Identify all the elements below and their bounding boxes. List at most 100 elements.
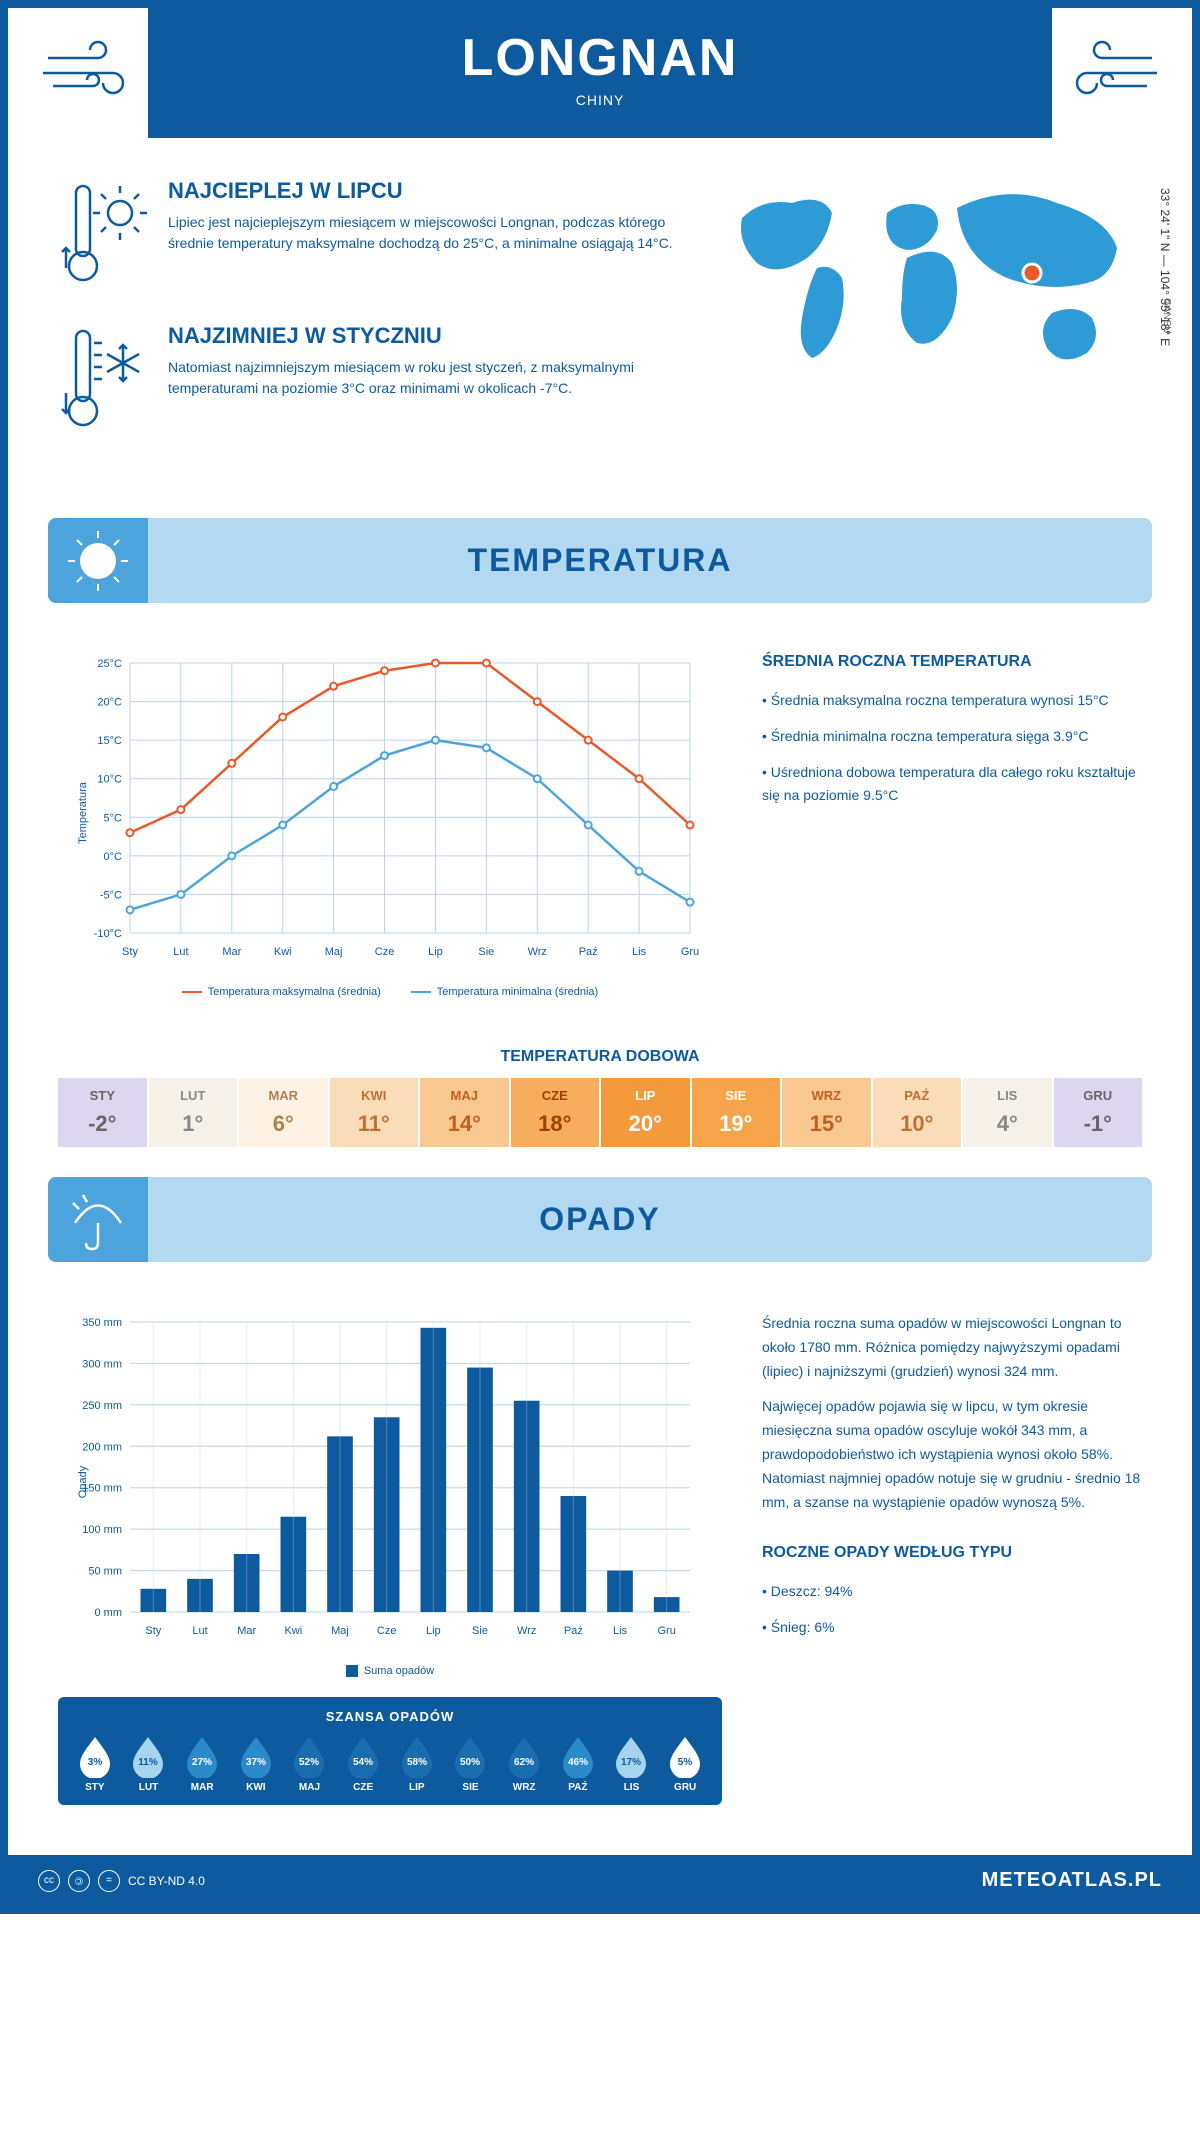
svg-text:250 mm: 250 mm bbox=[82, 1400, 122, 1412]
daily-cell: LUT1° bbox=[149, 1078, 238, 1147]
temperature-chart: -10°C-5°C0°C5°C10°C15°C20°C25°CStyLutMar… bbox=[58, 653, 722, 998]
svg-text:Wrz: Wrz bbox=[517, 1625, 536, 1637]
infographic-frame: LONGNAN CHINY bbox=[0, 0, 1200, 1914]
hot-title: NAJCIEPLEJ W LIPCU bbox=[168, 178, 682, 204]
svg-text:62%: 62% bbox=[514, 1757, 534, 1768]
precip-text-panel: Średnia roczna suma opadów w miejscowośc… bbox=[762, 1312, 1142, 1825]
chance-cell: 52%MAJ bbox=[285, 1734, 335, 1793]
svg-text:Mar: Mar bbox=[222, 946, 241, 958]
precip-legend: Suma opadów bbox=[364, 1665, 434, 1677]
svg-text:11%: 11% bbox=[139, 1757, 159, 1768]
daily-temp-title: TEMPERATURA DOBOWA bbox=[8, 1048, 1192, 1066]
temperature-header: TEMPERATURA bbox=[48, 518, 1152, 603]
daily-cell: LIS4° bbox=[963, 1078, 1052, 1147]
city-name: LONGNAN bbox=[148, 28, 1052, 88]
precipitation-chart: 0 mm50 mm100 mm150 mm200 mm250 mm300 mm3… bbox=[58, 1312, 722, 1652]
chance-box: SZANSA OPADÓW 3%STY11%LUT27%MAR37%KWI52%… bbox=[58, 1697, 722, 1805]
hot-text: Lipiec jest najcieplejszym miesiącem w m… bbox=[168, 212, 682, 254]
daily-cell: WRZ15° bbox=[782, 1078, 871, 1147]
precip-p1: Średnia roczna suma opadów w miejscowośc… bbox=[762, 1312, 1142, 1383]
svg-text:Temperatura: Temperatura bbox=[77, 781, 89, 844]
svg-text:0°C: 0°C bbox=[104, 851, 123, 863]
cold-text: Natomiast najzimniejszym miesiącem w rok… bbox=[168, 357, 682, 399]
cold-fact: NAJZIMNIEJ W STYCZNIU Natomiast najzimni… bbox=[58, 323, 682, 438]
daily-cell: GRU-1° bbox=[1054, 1078, 1143, 1147]
precip-type-b2: • Śnieg: 6% bbox=[762, 1616, 1142, 1640]
chance-cell: 5%GRU bbox=[660, 1734, 710, 1793]
svg-text:Maj: Maj bbox=[325, 946, 343, 958]
svg-text:50 mm: 50 mm bbox=[88, 1566, 122, 1578]
chance-cell: 37%KWI bbox=[231, 1734, 281, 1793]
svg-text:Lut: Lut bbox=[192, 1625, 207, 1637]
svg-text:50%: 50% bbox=[460, 1757, 480, 1768]
svg-text:Lis: Lis bbox=[613, 1625, 628, 1637]
svg-text:0 mm: 0 mm bbox=[95, 1607, 123, 1619]
svg-text:Lip: Lip bbox=[426, 1625, 441, 1637]
daily-temp-grid: STY-2°LUT1°MAR6°KWI11°MAJ14°CZE18°LIP20°… bbox=[58, 1078, 1142, 1147]
chance-cell: 54%CZE bbox=[338, 1734, 388, 1793]
svg-text:Gru: Gru bbox=[681, 946, 699, 958]
svg-text:54%: 54% bbox=[353, 1757, 373, 1768]
daily-cell: LIP20° bbox=[601, 1078, 690, 1147]
chance-cell: 46%PAŹ bbox=[553, 1734, 603, 1793]
svg-text:-5°C: -5°C bbox=[100, 889, 122, 901]
daily-cell: MAJ14° bbox=[420, 1078, 509, 1147]
cc-icon: cc bbox=[38, 1870, 60, 1892]
svg-text:300 mm: 300 mm bbox=[82, 1358, 122, 1370]
wind-icon-left bbox=[38, 28, 158, 108]
sun-icon bbox=[63, 526, 133, 596]
svg-text:17%: 17% bbox=[621, 1757, 641, 1768]
brand: METEOATLAS.PL bbox=[982, 1869, 1162, 1892]
header-banner: LONGNAN CHINY bbox=[148, 8, 1052, 138]
svg-text:Maj: Maj bbox=[331, 1625, 349, 1637]
precip-type-b1: • Deszcz: 94% bbox=[762, 1580, 1142, 1604]
svg-text:Paź: Paź bbox=[564, 1625, 583, 1637]
svg-text:15°C: 15°C bbox=[97, 735, 122, 747]
chance-cell: 27%MAR bbox=[177, 1734, 227, 1793]
chance-cell: 11%LUT bbox=[124, 1734, 174, 1793]
svg-text:Sie: Sie bbox=[472, 1625, 488, 1637]
svg-text:200 mm: 200 mm bbox=[82, 1441, 122, 1453]
legend-min: Temperatura minimalna (średnia) bbox=[437, 986, 598, 998]
svg-text:Lip: Lip bbox=[428, 946, 443, 958]
svg-text:Cze: Cze bbox=[375, 946, 395, 958]
svg-text:3%: 3% bbox=[88, 1757, 103, 1768]
svg-text:Lis: Lis bbox=[632, 946, 647, 958]
map-column: 33° 24' 1" N — 104° 55' 18" E GANSU bbox=[722, 178, 1142, 468]
avg-temp-b1: • Średnia maksymalna roczna temperatura … bbox=[762, 689, 1142, 713]
daily-cell: MAR6° bbox=[239, 1078, 328, 1147]
svg-text:Opady: Opady bbox=[77, 1465, 89, 1498]
svg-text:10°C: 10°C bbox=[97, 774, 122, 786]
cold-title: NAJZIMNIEJ W STYCZNIU bbox=[168, 323, 682, 349]
avg-temp-title: ŚREDNIA ROCZNA TEMPERATURA bbox=[762, 653, 1142, 671]
svg-text:Sty: Sty bbox=[122, 946, 138, 958]
svg-text:Sty: Sty bbox=[145, 1625, 161, 1637]
svg-text:Wrz: Wrz bbox=[528, 946, 547, 958]
country-name: CHINY bbox=[148, 92, 1052, 108]
svg-text:Sie: Sie bbox=[478, 946, 494, 958]
precipitation-header: OPADY bbox=[48, 1177, 1152, 1262]
chance-cell: 58%LIP bbox=[392, 1734, 442, 1793]
svg-text:52%: 52% bbox=[299, 1757, 319, 1768]
svg-text:46%: 46% bbox=[568, 1757, 588, 1768]
svg-text:Lut: Lut bbox=[173, 946, 188, 958]
precip-p2: Najwięcej opadów pojawia się w lipcu, w … bbox=[762, 1395, 1142, 1514]
license-text: CC BY-ND 4.0 bbox=[128, 1874, 205, 1888]
chance-cell: 3%STY bbox=[70, 1734, 120, 1793]
svg-text:5%: 5% bbox=[678, 1757, 693, 1768]
chance-cell: 17%LIS bbox=[607, 1734, 657, 1793]
intro-row: NAJCIEPLEJ W LIPCU Lipiec jest najcieple… bbox=[8, 138, 1192, 498]
chance-cell: 62%WRZ bbox=[499, 1734, 549, 1793]
svg-text:100 mm: 100 mm bbox=[82, 1524, 122, 1536]
region-label: GANSU bbox=[1161, 298, 1172, 334]
daily-cell: SIE19° bbox=[692, 1078, 781, 1147]
daily-cell: PAŹ10° bbox=[873, 1078, 962, 1147]
svg-text:Kwi: Kwi bbox=[284, 1625, 302, 1637]
svg-text:Kwi: Kwi bbox=[274, 946, 292, 958]
svg-text:25°C: 25°C bbox=[97, 658, 122, 670]
daily-cell: CZE18° bbox=[511, 1078, 600, 1147]
svg-text:Cze: Cze bbox=[377, 1625, 397, 1637]
legend-max: Temperatura maksymalna (średnia) bbox=[208, 986, 381, 998]
avg-temp-panel: ŚREDNIA ROCZNA TEMPERATURA • Średnia mak… bbox=[762, 653, 1142, 998]
svg-text:Paź: Paź bbox=[579, 946, 598, 958]
